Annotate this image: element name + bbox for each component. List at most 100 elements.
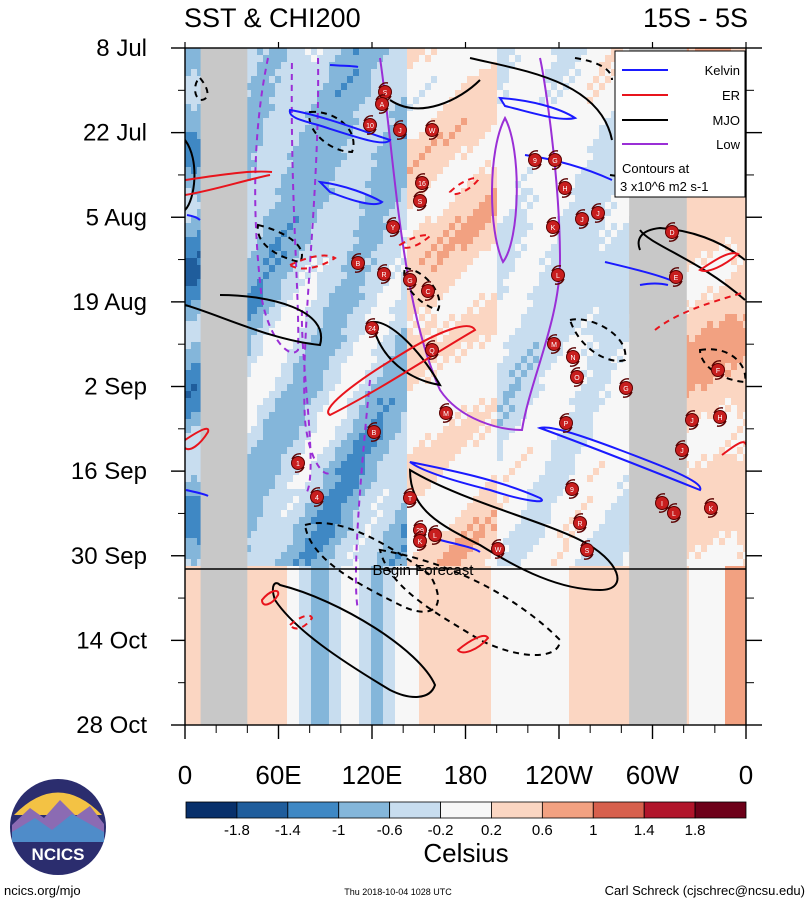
- sst-cell: [497, 181, 504, 189]
- sst-cell: [401, 293, 408, 301]
- sst-cell: [527, 132, 534, 140]
- sst-cell: [425, 146, 432, 154]
- sst-cell: [689, 377, 696, 385]
- sst-cell: [383, 195, 390, 203]
- sst-cell: [545, 363, 552, 371]
- sst-cell: [299, 258, 306, 266]
- sst-cell: [305, 405, 312, 413]
- sst-cell: [485, 90, 492, 98]
- sst-cell: [497, 132, 504, 140]
- sst-cell: [707, 258, 714, 266]
- sst-cell: [335, 153, 342, 161]
- sst-cell: [467, 391, 474, 399]
- sst-cell: [569, 314, 576, 322]
- sst-cell: [293, 146, 300, 154]
- sst-cell: [245, 230, 252, 238]
- sst-cell: [569, 307, 576, 315]
- sst-cell: [281, 97, 288, 105]
- sst-cell: [389, 321, 396, 329]
- sst-cell: [401, 300, 408, 308]
- sst-cell: [497, 321, 504, 329]
- sst-cell: [383, 118, 390, 126]
- sst-cell: [581, 195, 588, 203]
- sst-cell: [389, 48, 396, 56]
- sst-cell: [587, 349, 594, 357]
- sst-cell: [623, 363, 630, 371]
- sst-cell: [347, 153, 354, 161]
- sst-cell: [365, 188, 372, 196]
- sst-cell: [407, 153, 414, 161]
- sst-cell: [515, 328, 522, 336]
- sst-cell: [587, 370, 594, 378]
- sst-cell: [503, 48, 510, 56]
- sst-cell: [479, 55, 486, 63]
- sst-cell: [449, 104, 456, 112]
- sst-cell: [527, 111, 534, 119]
- sst-cell: [449, 125, 456, 133]
- sst-cell: [419, 307, 426, 315]
- sst-cell: [443, 48, 450, 56]
- sst-cell: [335, 377, 342, 385]
- sst-cell: [311, 76, 318, 84]
- sst-cell: [623, 216, 630, 224]
- sst-cell: [473, 314, 480, 322]
- sst-cell: [611, 181, 618, 189]
- sst-cell: [425, 118, 432, 126]
- sst-cell: [521, 244, 528, 252]
- sst-cell: [269, 335, 276, 343]
- sst-cell: [485, 195, 492, 203]
- sst-cell: [287, 55, 294, 63]
- sst-cell: [587, 342, 594, 350]
- sst-cell: [743, 230, 746, 238]
- sst-cell: [317, 391, 324, 399]
- sst-cell: [299, 97, 306, 105]
- sst-cell: [359, 384, 366, 392]
- sst-cell: [245, 223, 252, 231]
- sst-cell: [515, 272, 522, 280]
- sst-cell: [281, 370, 288, 378]
- sst-cell: [575, 279, 582, 287]
- sst-cell: [251, 216, 258, 224]
- sst-cell: [533, 258, 540, 266]
- sst-cell: [503, 237, 510, 245]
- sst-cell: [329, 216, 336, 224]
- sst-cell: [461, 279, 468, 287]
- sst-cell: [611, 244, 618, 252]
- sst-cell: [467, 160, 474, 168]
- sst-cell: [563, 111, 570, 119]
- sst-cell: [365, 195, 372, 203]
- sst-cell: [695, 342, 702, 350]
- sst-cell: [197, 412, 204, 420]
- sst-cell: [293, 237, 300, 245]
- sst-cell: [575, 104, 582, 112]
- sst-cell: [515, 377, 522, 385]
- sst-cell: [599, 118, 606, 126]
- sst-cell: [365, 167, 372, 175]
- sst-cell: [281, 272, 288, 280]
- sst-cell: [263, 377, 270, 385]
- sst-cell: [575, 153, 582, 161]
- sst-cell: [713, 237, 720, 245]
- sst-cell: [401, 209, 408, 217]
- sst-cell: [431, 398, 438, 406]
- sst-cell: [275, 62, 282, 70]
- sst-cell: [371, 300, 378, 308]
- sst-cell: [689, 209, 696, 217]
- sst-cell: [611, 412, 618, 420]
- sst-cell: [515, 160, 522, 168]
- sst-cell: [317, 125, 324, 133]
- sst-cell: [299, 139, 306, 147]
- sst-cell: [731, 230, 738, 238]
- sst-cell: [611, 62, 618, 70]
- sst-cell: [299, 111, 306, 119]
- sst-cell: [491, 55, 498, 63]
- sst-cell: [713, 230, 720, 238]
- sst-cell: [491, 356, 498, 364]
- sst-cell: [341, 279, 348, 287]
- sst-cell: [437, 272, 444, 280]
- sst-cell: [323, 265, 330, 273]
- sst-cell: [593, 328, 600, 336]
- sst-cell: [455, 328, 462, 336]
- sst-cell: [479, 321, 486, 329]
- sst-cell: [743, 391, 746, 399]
